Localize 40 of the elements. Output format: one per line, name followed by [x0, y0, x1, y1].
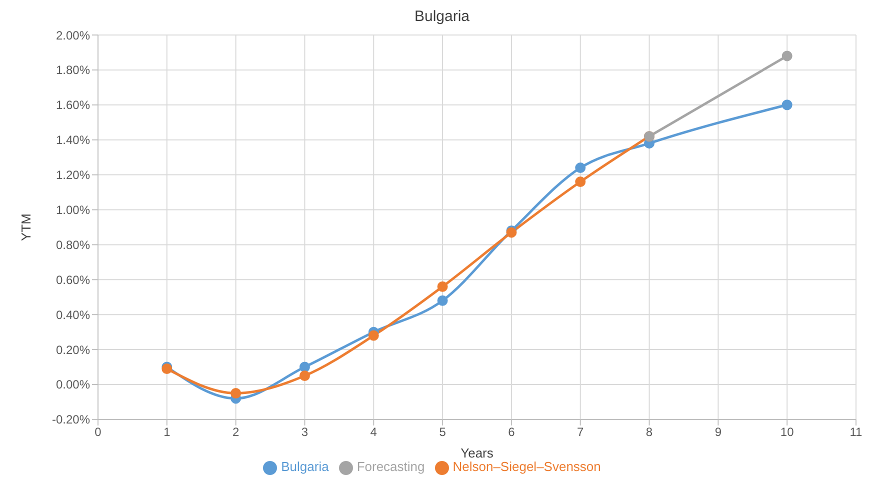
x-tick-label: 3	[301, 424, 308, 439]
y-tick-label: 1.20%	[56, 168, 90, 182]
x-tick-label: 6	[508, 424, 516, 439]
x-tick-label: 0	[94, 424, 102, 439]
point	[782, 100, 792, 110]
point	[299, 370, 310, 381]
y-tick-label: 1.80%	[56, 63, 90, 78]
x-tick-label: 11	[850, 424, 863, 439]
x-tick-label: 8	[646, 424, 653, 439]
legend-label: Nelson–Siegel–Svensson	[452, 459, 601, 474]
x-tick-label: 2	[232, 424, 240, 439]
y-tick-label: 0.80%	[56, 238, 90, 252]
x-axis-title: Years	[460, 445, 494, 460]
x-tick-label: 10	[780, 424, 794, 439]
y-tick-label: 1.00%	[56, 203, 90, 218]
y-tick-label: 0.20%	[56, 342, 90, 357]
x-tick-label: 9	[714, 424, 722, 439]
y-tick-label: 1.60%	[56, 98, 90, 112]
y-tick-label: 0.40%	[56, 308, 90, 322]
point	[299, 362, 310, 372]
y-tick-label: 0.00%	[56, 378, 90, 392]
point	[368, 330, 379, 341]
x-tick-label: 1	[164, 424, 171, 439]
x-tick-label: 7	[577, 424, 584, 439]
y-tick-label: 0.60%	[56, 272, 90, 287]
y-axis-title: YTM	[18, 213, 34, 241]
y-tick-label: 2.00%	[56, 28, 90, 42]
legend-label: Bulgaria	[281, 459, 329, 474]
chart-title: Bulgaria	[413, 8, 471, 25]
point	[575, 176, 586, 188]
point	[437, 281, 448, 292]
x-tick-label: 5	[439, 424, 446, 439]
point	[230, 388, 242, 398]
y-tick-label: 1.40%	[56, 133, 90, 148]
point	[437, 295, 448, 306]
point	[575, 162, 586, 174]
x-tick-label: 4	[370, 424, 378, 439]
y-tick-label: -0.20%	[52, 412, 90, 427]
point	[782, 50, 792, 62]
legend-label: Forecasting	[356, 459, 425, 474]
